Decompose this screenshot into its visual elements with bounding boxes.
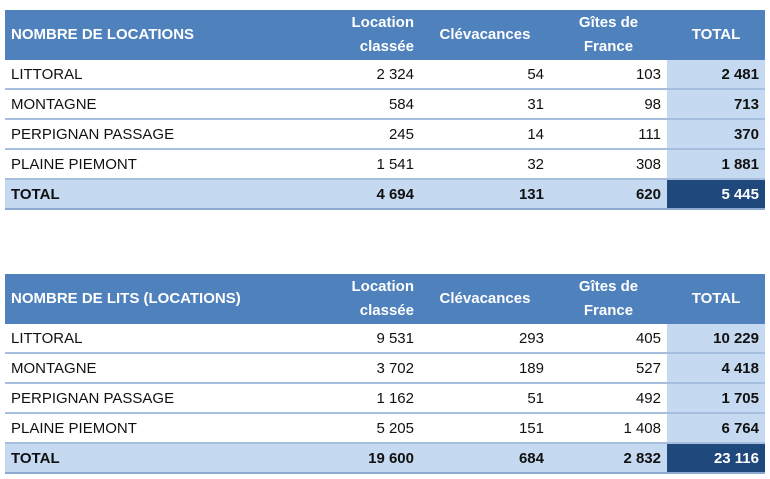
- clevacances-cell: 51: [420, 383, 550, 414]
- header-row: NOMBRE DE LOCATIONS Location classée Clé…: [5, 10, 765, 60]
- header-row: NOMBRE DE LITS (LOCATIONS) Location clas…: [5, 274, 765, 324]
- total-cell: 370: [667, 119, 765, 150]
- clevacances-cell: 151: [420, 413, 550, 444]
- lits-table: NOMBRE DE LITS (LOCATIONS) Location clas…: [5, 274, 765, 474]
- location-classee-cell: 3 702: [330, 353, 420, 384]
- total-cell: 4 418: [667, 353, 765, 384]
- total-cell: 2 481: [667, 60, 765, 90]
- table-title: NOMBRE DE LOCATIONS: [5, 10, 330, 60]
- location-classee-cell: 9 531: [330, 324, 420, 354]
- gites-de-france-cell: 620: [550, 179, 667, 210]
- clevacances-cell: 293: [420, 324, 550, 354]
- total-row: TOTAL 4 694 131 620 5 445: [5, 179, 765, 210]
- location-classee-cell: 19 600: [330, 443, 420, 474]
- total-cell: 1 881: [667, 149, 765, 180]
- row-label: TOTAL: [5, 443, 330, 474]
- row-label: PLAINE PIEMONT: [5, 149, 330, 180]
- location-classee-cell: 5 205: [330, 413, 420, 444]
- gites-de-france-cell: 111: [550, 119, 667, 150]
- gites-de-france-cell: 308: [550, 149, 667, 180]
- clevacances-cell: 684: [420, 443, 550, 474]
- locations-table: NOMBRE DE LOCATIONS Location classée Clé…: [5, 10, 765, 210]
- table-row: MONTAGNE 584 31 98 713: [5, 89, 765, 120]
- total-cell: 713: [667, 89, 765, 120]
- location-classee-cell: 1 162: [330, 383, 420, 414]
- location-classee-cell: 2 324: [330, 60, 420, 90]
- gites-de-france-cell: 98: [550, 89, 667, 120]
- row-label: MONTAGNE: [5, 353, 330, 384]
- clevacances-cell: 31: [420, 89, 550, 120]
- col-header-location-classee: Location classée: [330, 274, 420, 324]
- total-cell: 6 764: [667, 413, 765, 444]
- col-header-clevacances: Clévacances: [420, 10, 550, 60]
- col-header-location-classee: Location classée: [330, 10, 420, 60]
- total-cell: 1 705: [667, 383, 765, 414]
- table-row: PLAINE PIEMONT 5 205 151 1 408 6 764: [5, 413, 765, 444]
- table-row: PLAINE PIEMONT 1 541 32 308 1 881: [5, 149, 765, 180]
- clevacances-cell: 189: [420, 353, 550, 384]
- table-row: LITTORAL 2 324 54 103 2 481: [5, 60, 765, 90]
- table-row: PERPIGNAN PASSAGE 245 14 111 370: [5, 119, 765, 150]
- table-row: MONTAGNE 3 702 189 527 4 418: [5, 353, 765, 384]
- total-cell: 10 229: [667, 324, 765, 354]
- total-row: TOTAL 19 600 684 2 832 23 116: [5, 443, 765, 474]
- row-label: TOTAL: [5, 179, 330, 210]
- clevacances-cell: 14: [420, 119, 550, 150]
- col-header-total: TOTAL: [667, 274, 765, 324]
- row-label: MONTAGNE: [5, 89, 330, 120]
- table-title: NOMBRE DE LITS (LOCATIONS): [5, 274, 330, 324]
- row-label: PERPIGNAN PASSAGE: [5, 383, 330, 414]
- table-row: PERPIGNAN PASSAGE 1 162 51 492 1 705: [5, 383, 765, 414]
- gites-de-france-cell: 405: [550, 324, 667, 354]
- row-label: PLAINE PIEMONT: [5, 413, 330, 444]
- gites-de-france-cell: 2 832: [550, 443, 667, 474]
- row-label: PERPIGNAN PASSAGE: [5, 119, 330, 150]
- total-cell: 5 445: [667, 179, 765, 210]
- col-header-gites-de-france: Gîtes de France: [550, 274, 667, 324]
- row-label: LITTORAL: [5, 60, 330, 90]
- gites-de-france-cell: 103: [550, 60, 667, 90]
- clevacances-cell: 54: [420, 60, 550, 90]
- clevacances-cell: 32: [420, 149, 550, 180]
- table-row: LITTORAL 9 531 293 405 10 229: [5, 324, 765, 354]
- col-header-gites-de-france: Gîtes de France: [550, 10, 667, 60]
- col-header-clevacances: Clévacances: [420, 274, 550, 324]
- location-classee-cell: 1 541: [330, 149, 420, 180]
- location-classee-cell: 584: [330, 89, 420, 120]
- col-header-total: TOTAL: [667, 10, 765, 60]
- row-label: LITTORAL: [5, 324, 330, 354]
- location-classee-cell: 245: [330, 119, 420, 150]
- gites-de-france-cell: 492: [550, 383, 667, 414]
- total-cell: 23 116: [667, 443, 765, 474]
- clevacances-cell: 131: [420, 179, 550, 210]
- gites-de-france-cell: 1 408: [550, 413, 667, 444]
- location-classee-cell: 4 694: [330, 179, 420, 210]
- gites-de-france-cell: 527: [550, 353, 667, 384]
